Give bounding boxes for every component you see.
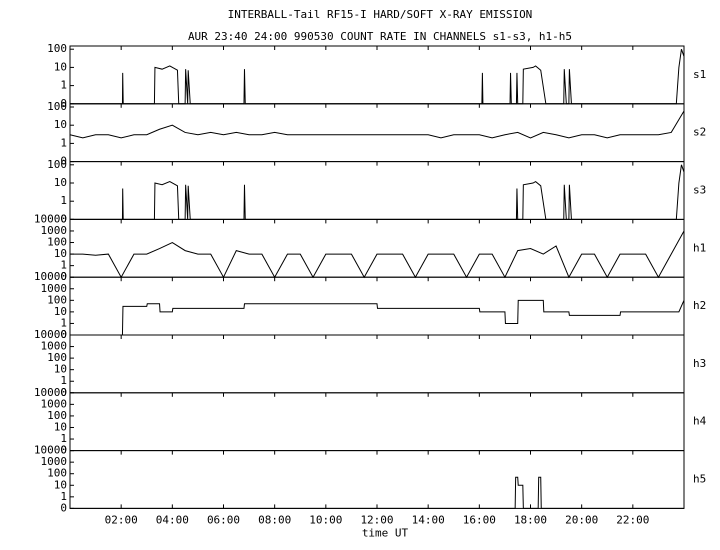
- y-tick-label: 0: [60, 386, 67, 399]
- y-tick-label: 10: [54, 305, 67, 318]
- y-tick-label: 1: [60, 259, 67, 272]
- channel-label: s2: [693, 126, 706, 139]
- y-tick-label: 100: [47, 467, 67, 480]
- data-line: [70, 164, 685, 220]
- y-tick-label: 100: [47, 236, 67, 249]
- y-tick-label: 10000: [34, 328, 67, 341]
- x-tick-label: 22:00: [616, 513, 649, 526]
- x-tick-label: 16:00: [463, 513, 496, 526]
- y-tick-label: 0: [60, 212, 67, 225]
- y-tick-label: 1: [60, 79, 67, 92]
- x-tick-label: 20:00: [565, 513, 598, 526]
- y-tick-label: 10000: [34, 386, 67, 399]
- y-tick-label: 10000: [34, 444, 67, 457]
- chart-subtitle: AUR 23:40 24:00 990530 COUNT RATE IN CHA…: [188, 30, 572, 43]
- channel-label: h3: [693, 357, 706, 370]
- y-tick-label: 1: [60, 316, 67, 329]
- data-line: [70, 230, 685, 279]
- panel-frame: [69, 392, 685, 452]
- panel-frame: [69, 45, 685, 105]
- y-tick-label: 10: [54, 176, 67, 189]
- data-line: [70, 299, 685, 336]
- y-tick-label: 1: [60, 374, 67, 387]
- x-axis-label: time UT: [362, 526, 409, 539]
- x-tick-label: 12:00: [360, 513, 393, 526]
- panel-frame: [69, 334, 685, 394]
- x-tick-label: 08:00: [258, 513, 291, 526]
- x-tick-label: 10:00: [309, 513, 342, 526]
- y-tick-label: 10: [54, 363, 67, 376]
- y-tick-label: 1000: [41, 224, 68, 237]
- y-tick-label: 1000: [41, 340, 68, 353]
- y-tick-label: 1000: [41, 397, 68, 410]
- y-tick-label: 100: [47, 158, 67, 171]
- y-tick-label: 10: [54, 118, 67, 131]
- y-tick-label: 100: [47, 100, 67, 113]
- y-tick-label: 1: [60, 194, 67, 207]
- x-tick-label: 14:00: [412, 513, 445, 526]
- x-tick-label: 06:00: [207, 513, 240, 526]
- x-tick-label: 18:00: [514, 513, 547, 526]
- y-tick-label: 10: [54, 420, 67, 433]
- y-tick-label: 1: [60, 490, 67, 503]
- y-tick-label: 10: [54, 60, 67, 73]
- y-tick-label: 100: [47, 351, 67, 364]
- y-tick-label: 100: [47, 293, 67, 306]
- y-tick-label: 0: [60, 501, 67, 514]
- y-tick-label: 1000: [41, 455, 68, 468]
- data-line: [70, 476, 684, 509]
- y-tick-label: 10: [54, 478, 67, 491]
- channel-label: h4: [693, 415, 707, 428]
- y-tick-label: 100: [47, 42, 67, 55]
- y-tick-label: 1000: [41, 282, 68, 295]
- channel-label: s1: [693, 68, 706, 81]
- y-tick-label: 1: [60, 432, 67, 445]
- panel-frame: [69, 218, 685, 278]
- data-line: [70, 49, 685, 105]
- y-tick-label: 10000: [34, 270, 67, 283]
- x-tick-label: 04:00: [156, 513, 189, 526]
- y-tick-label: 10000: [34, 212, 67, 225]
- chart-title: INTERBALL-Tail RF15-I HARD/SOFT X-RAY EM…: [228, 8, 533, 21]
- y-tick-label: 1: [60, 136, 67, 149]
- y-tick-label: 0: [60, 155, 67, 168]
- y-tick-label: 10: [54, 247, 67, 260]
- x-tick-label: 02:00: [105, 513, 138, 526]
- y-tick-label: 100: [47, 409, 67, 422]
- channel-label: h5: [693, 473, 706, 486]
- y-tick-label: 0: [60, 270, 67, 283]
- y-tick-label: 0: [60, 444, 67, 457]
- panel-frame: [69, 450, 685, 509]
- panel-frame: [69, 103, 685, 163]
- channel-label: h2: [693, 299, 706, 312]
- channel-label: s3: [693, 184, 706, 197]
- data-line: [69, 110, 685, 139]
- panel-frame: [69, 161, 685, 220]
- y-tick-label: 0: [60, 97, 67, 110]
- channel-label: h1: [693, 241, 706, 254]
- y-tick-label: 0: [60, 328, 67, 341]
